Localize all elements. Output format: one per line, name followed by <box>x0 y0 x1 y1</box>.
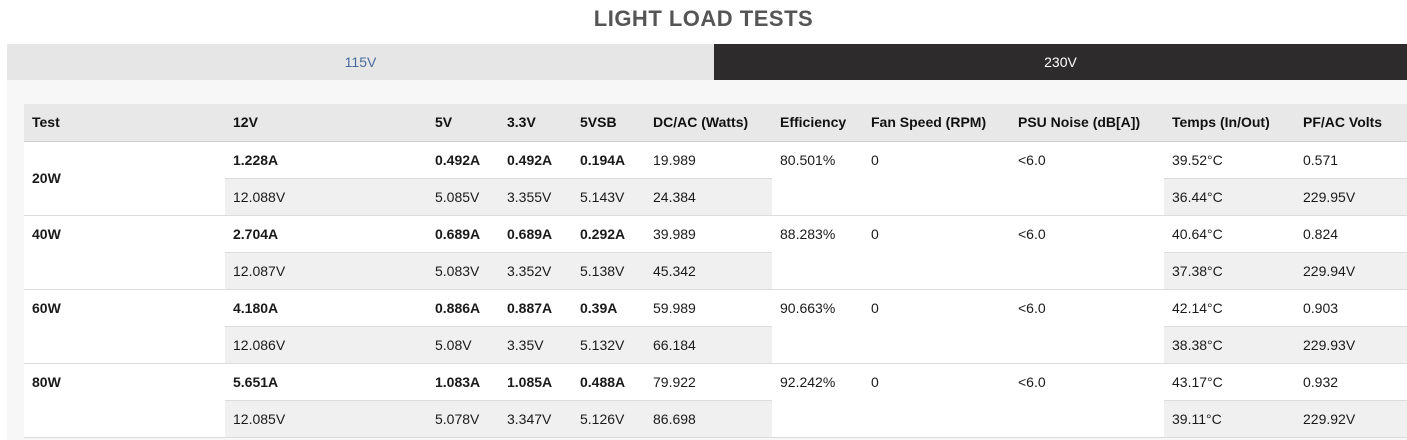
table-row: 80W 5.651A 1.083A 1.085A 0.488A 79.922 9… <box>24 363 1407 438</box>
table-row: 60W 4.180A 0.886A 0.887A 0.39A 59.989 90… <box>24 289 1407 364</box>
power-factor: 0.932 <box>1295 363 1407 401</box>
temp-out: 37.38°C <box>1164 252 1295 290</box>
table-row: 12.087V 5.083V 3.352V 5.138V 45.342 37.3… <box>24 252 1407 290</box>
power-factor: 0.903 <box>1295 289 1407 327</box>
amps-3v3: 0.492A <box>499 141 572 179</box>
tab-230v[interactable]: 230V <box>714 44 1407 80</box>
efficiency: 80.501% <box>772 141 863 216</box>
amps-5v: 1.083A <box>427 363 499 401</box>
amps-5vsb: 0.39A <box>572 289 645 327</box>
header-dc-ac: DC/AC (Watts) <box>645 104 772 142</box>
amps-12v: 5.651A <box>225 363 427 401</box>
volts-5v: 5.08V <box>427 326 499 364</box>
fan-speed: 0 <box>863 141 1010 216</box>
amps-5vsb: 0.194A <box>572 141 645 179</box>
voltage-tabs: 115V 230V <box>7 44 1407 80</box>
volts-5vsb: 5.138V <box>572 252 645 290</box>
temp-in: 40.64°C <box>1164 215 1295 253</box>
page-title: LIGHT LOAD TESTS <box>593 6 814 31</box>
volts-5v: 5.078V <box>427 400 499 438</box>
volts-12v: 12.086V <box>225 326 427 364</box>
header-efficiency: Efficiency <box>772 104 863 142</box>
ac-watts: 66.184 <box>645 326 772 364</box>
temp-out: 36.44°C <box>1164 178 1295 216</box>
header-5v: 5V <box>427 104 499 142</box>
efficiency: 90.663% <box>772 289 863 364</box>
temp-out: 39.11°C <box>1164 400 1295 438</box>
ac-volts: 229.92V <box>1295 400 1407 438</box>
efficiency: 92.242% <box>772 363 863 438</box>
test-label: 20W <box>24 141 225 216</box>
volts-12v: 12.085V <box>225 400 427 438</box>
dc-watts: 79.922 <box>645 363 772 401</box>
ac-watts: 45.342 <box>645 252 772 290</box>
dc-watts: 59.989 <box>645 289 772 327</box>
dc-watts: 39.989 <box>645 215 772 253</box>
light-load-table: Test 12V 5V 3.3V 5VSB DC/AC (Watts) Effi… <box>24 104 1407 438</box>
fan-speed: 0 <box>863 363 1010 438</box>
psu-noise: <6.0 <box>1010 289 1164 364</box>
header-temps: Temps (In/Out) <box>1164 104 1295 142</box>
amps-3v3: 0.689A <box>499 215 572 253</box>
table-row: 12.088V 5.085V 3.355V 5.143V 24.384 36.4… <box>24 178 1407 216</box>
temp-in: 42.14°C <box>1164 289 1295 327</box>
header-psu-noise: PSU Noise (dB[A]) <box>1010 104 1164 142</box>
header-test: Test <box>24 104 225 142</box>
volts-3v3: 3.347V <box>499 400 572 438</box>
header-pf-ac-volts: PF/AC Volts <box>1295 104 1407 142</box>
test-label: 60W <box>24 289 225 364</box>
amps-5v: 0.689A <box>427 215 499 253</box>
volts-5v: 5.083V <box>427 252 499 290</box>
temp-in: 39.52°C <box>1164 141 1295 179</box>
power-factor: 0.571 <box>1295 141 1407 179</box>
volts-12v: 12.088V <box>225 178 427 216</box>
ac-volts: 229.93V <box>1295 326 1407 364</box>
power-factor: 0.824 <box>1295 215 1407 253</box>
efficiency: 88.283% <box>772 215 863 290</box>
amps-12v: 2.704A <box>225 215 427 253</box>
table-row: 12.086V 5.08V 3.35V 5.132V 66.184 38.38°… <box>24 326 1407 364</box>
ac-volts: 229.95V <box>1295 178 1407 216</box>
psu-noise: <6.0 <box>1010 141 1164 216</box>
volts-5v: 5.085V <box>427 178 499 216</box>
temp-out: 38.38°C <box>1164 326 1295 364</box>
table-row: 40W 2.704A 0.689A 0.689A 0.292A 39.989 8… <box>24 215 1407 290</box>
header-3v3: 3.3V <box>499 104 572 142</box>
header-12v: 12V <box>225 104 427 142</box>
dc-watts: 19.989 <box>645 141 772 179</box>
ac-volts: 229.94V <box>1295 252 1407 290</box>
fan-speed: 0 <box>863 215 1010 290</box>
header-5vsb: 5VSB <box>572 104 645 142</box>
test-label: 80W <box>24 363 225 438</box>
ac-watts: 24.384 <box>645 178 772 216</box>
volts-3v3: 3.35V <box>499 326 572 364</box>
table-header-row: Test 12V 5V 3.3V 5VSB DC/AC (Watts) Effi… <box>24 104 1407 142</box>
amps-3v3: 1.085A <box>499 363 572 401</box>
temp-in: 43.17°C <box>1164 363 1295 401</box>
amps-3v3: 0.887A <box>499 289 572 327</box>
header-fan-speed: Fan Speed (RPM) <box>863 104 1010 142</box>
psu-noise: <6.0 <box>1010 215 1164 290</box>
test-label: 40W <box>24 215 225 290</box>
results-panel: Test 12V 5V 3.3V 5VSB DC/AC (Watts) Effi… <box>7 80 1407 440</box>
amps-12v: 4.180A <box>225 289 427 327</box>
amps-5vsb: 0.488A <box>572 363 645 401</box>
table-row: 20W 1.228A 0.492A 0.492A 0.194A 19.989 8… <box>24 141 1407 216</box>
table-row: 12.085V 5.078V 3.347V 5.126V 86.698 39.1… <box>24 400 1407 438</box>
amps-5v: 0.492A <box>427 141 499 179</box>
volts-5vsb: 5.143V <box>572 178 645 216</box>
tab-115v[interactable]: 115V <box>7 44 714 80</box>
ac-watts: 86.698 <box>645 400 772 438</box>
amps-12v: 1.228A <box>225 141 427 179</box>
volts-3v3: 3.352V <box>499 252 572 290</box>
psu-noise: <6.0 <box>1010 363 1164 438</box>
volts-5vsb: 5.132V <box>572 326 645 364</box>
fan-speed: 0 <box>863 289 1010 364</box>
volts-3v3: 3.355V <box>499 178 572 216</box>
volts-5vsb: 5.126V <box>572 400 645 438</box>
volts-12v: 12.087V <box>225 252 427 290</box>
amps-5vsb: 0.292A <box>572 215 645 253</box>
amps-5v: 0.886A <box>427 289 499 327</box>
